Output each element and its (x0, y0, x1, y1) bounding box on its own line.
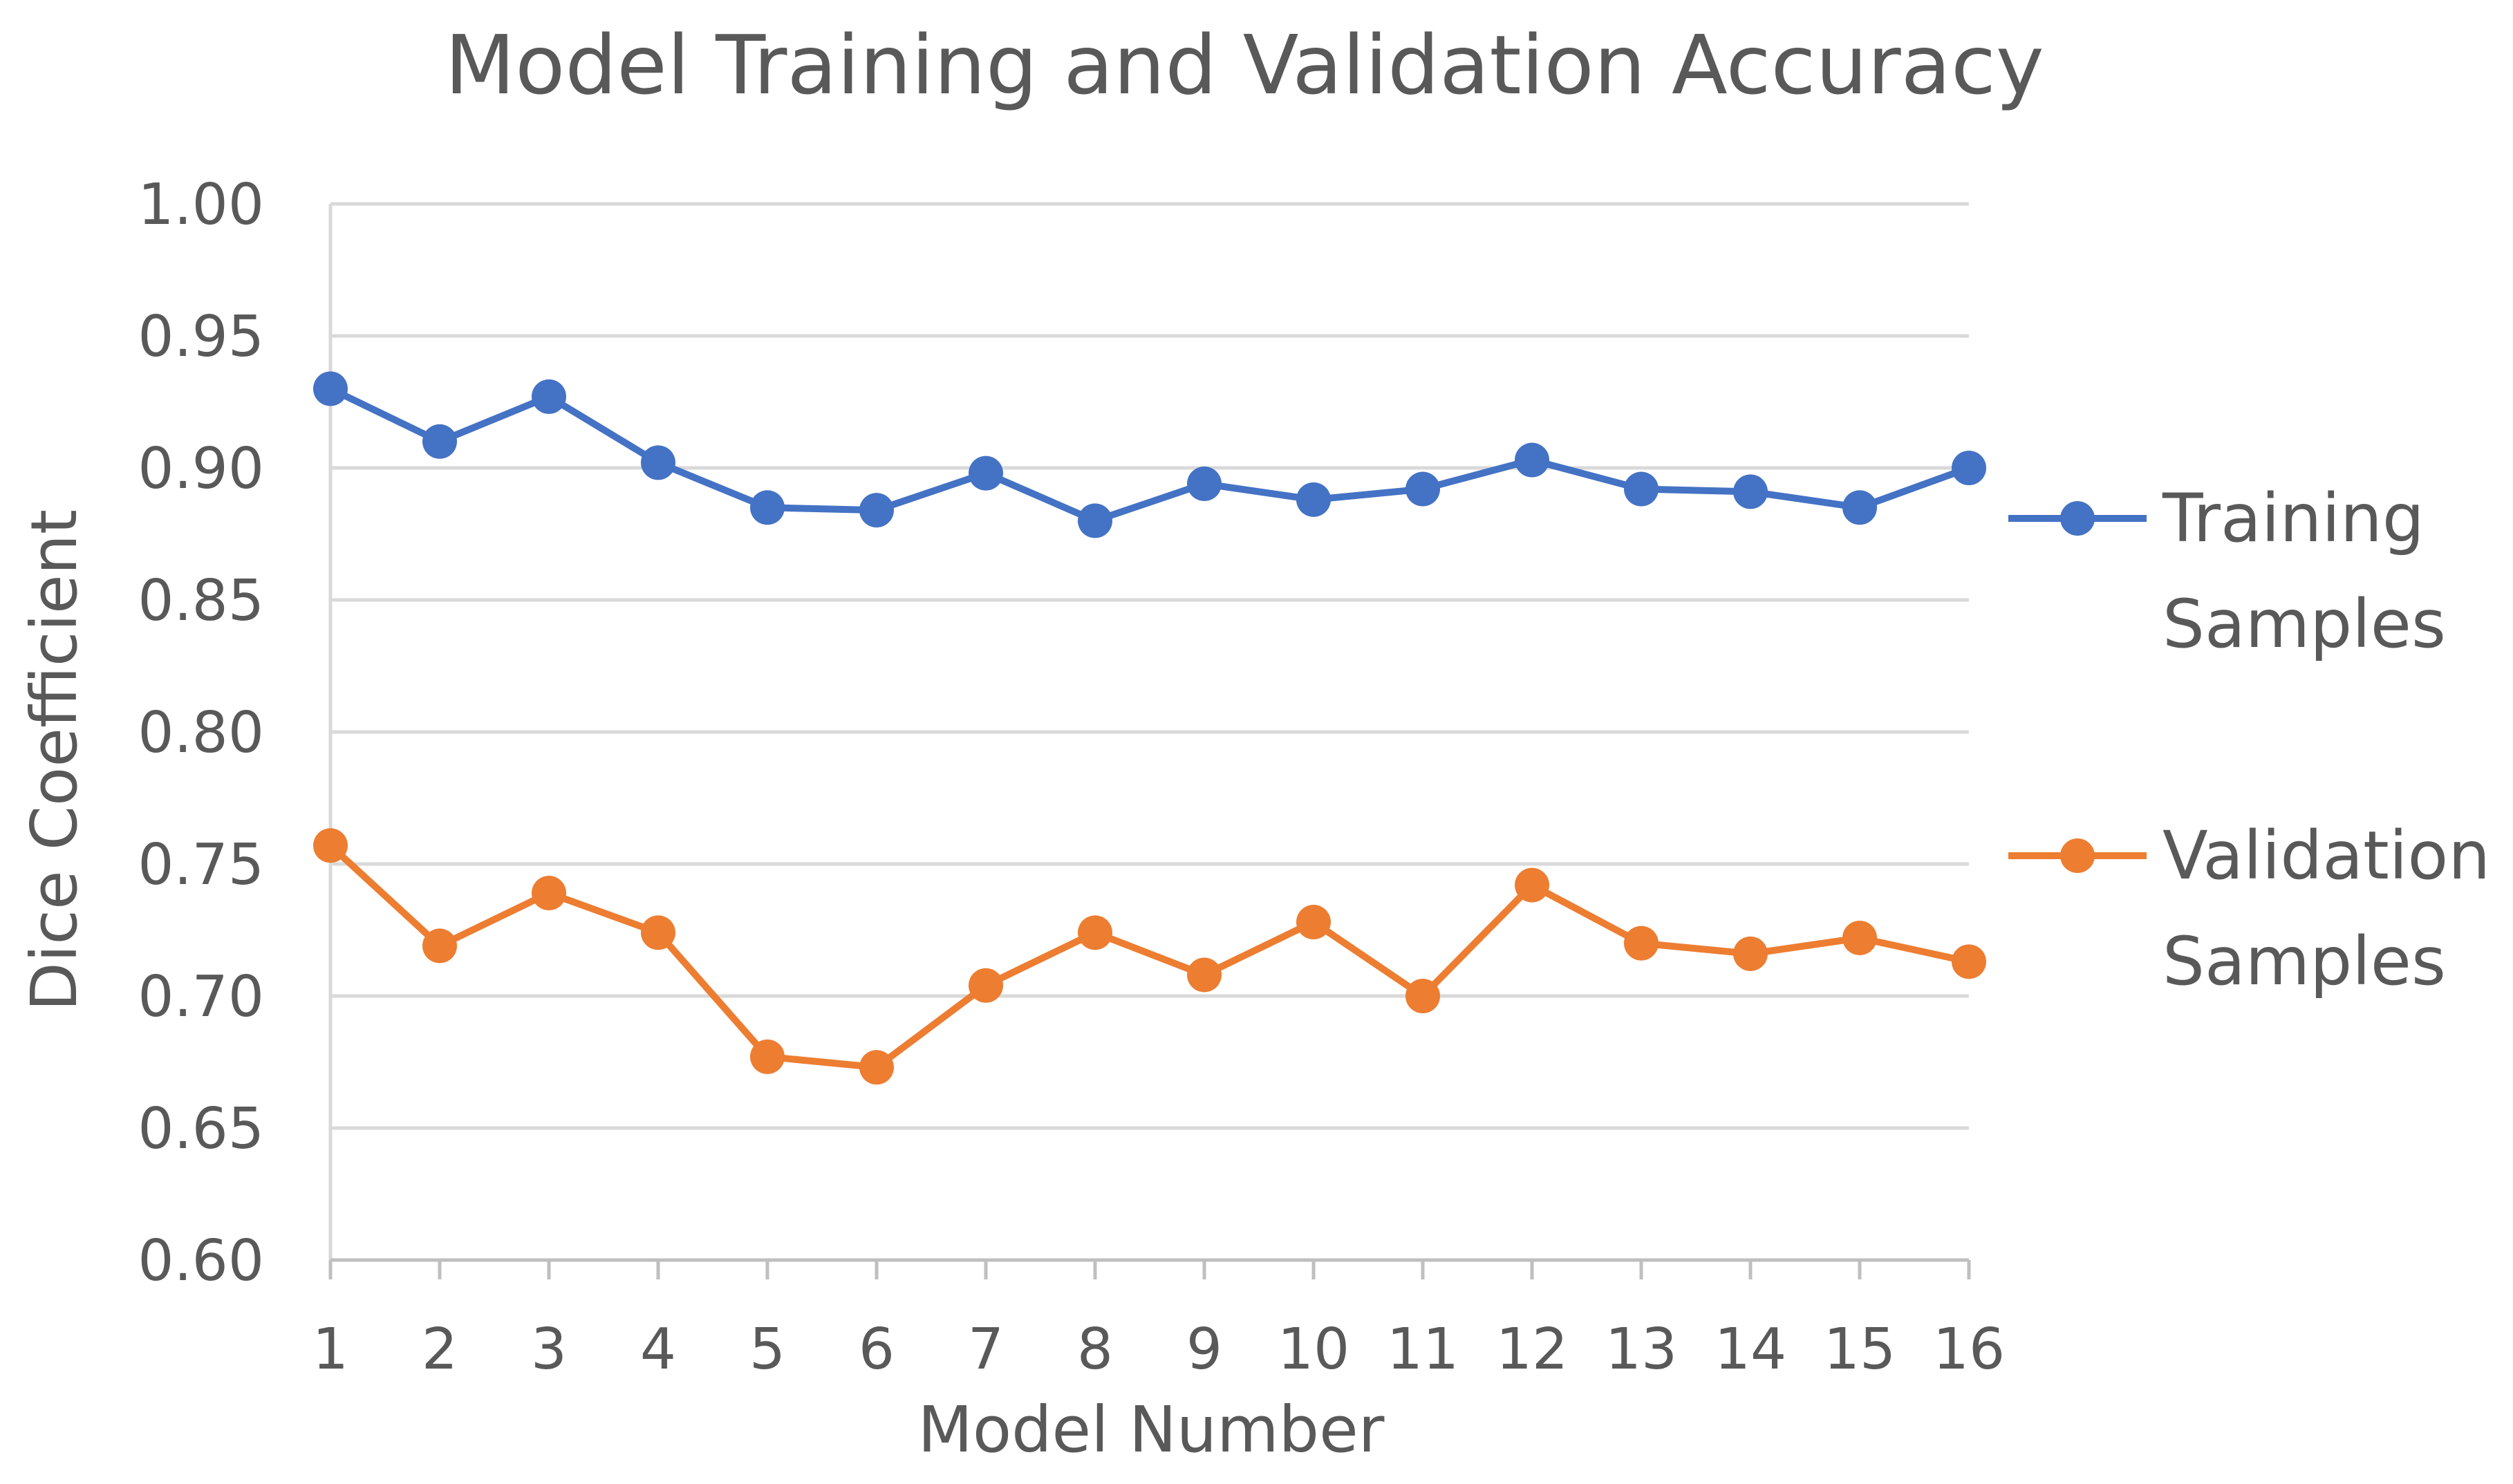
data-point (969, 455, 1003, 491)
chart-title: Model Training and Validation Accuracy (445, 17, 2044, 113)
data-point (1078, 503, 1112, 538)
x-tick-label: 8 (1077, 1317, 1113, 1382)
data-point (1405, 979, 1440, 1013)
legend: Training Samples Validation Samples (2008, 480, 2490, 1000)
series-line (328, 843, 1970, 1071)
y-tick-label: 0.90 (138, 436, 264, 502)
x-tick-label: 16 (1933, 1317, 2005, 1382)
data-point (313, 828, 348, 863)
x-axis-title: Model Number (917, 1393, 1384, 1467)
y-tick-label: 0.60 (138, 1228, 264, 1294)
legend-marker (2060, 838, 2095, 873)
x-axis-ticks: 1 2 3 4 5 6 7 8 9 10 11 12 13 14 15 16 (312, 1260, 2005, 1382)
data-point (641, 915, 675, 950)
data-point (1733, 474, 1768, 509)
data-point (1515, 867, 1549, 903)
x-tick-label: 2 (422, 1317, 458, 1382)
data-point (1842, 490, 1877, 525)
legend-item-validation: Validation Samples (2008, 817, 2490, 1000)
x-tick-label: 6 (859, 1317, 895, 1382)
data-point (532, 876, 566, 911)
y-tick-label: 0.80 (138, 700, 264, 766)
data-point (1296, 905, 1331, 940)
legend-label: Samples (2162, 585, 2446, 663)
y-tick-label: 0.65 (138, 1096, 264, 1162)
legend-label: Samples (2162, 923, 2446, 1000)
x-tick-label: 13 (1605, 1317, 1677, 1382)
data-point (1952, 944, 1986, 979)
legend-marker (2060, 501, 2095, 536)
data-point (969, 968, 1003, 1003)
data-point (1187, 466, 1222, 501)
x-tick-label: 5 (749, 1317, 785, 1382)
series-validation (313, 828, 1986, 1085)
x-tick-label: 11 (1387, 1317, 1459, 1382)
legend-item-training: Training Samples (2008, 480, 2446, 663)
data-point (1405, 471, 1440, 507)
data-point (313, 371, 348, 406)
series-layer (313, 371, 1986, 1085)
gridlines (330, 202, 1969, 1130)
series-line (328, 385, 1970, 525)
data-point (1952, 451, 1986, 485)
data-point (1078, 915, 1112, 950)
data-point (750, 490, 785, 525)
data-point (422, 928, 457, 964)
y-tick-label: 1.00 (138, 172, 264, 238)
x-tick-label: 7 (968, 1317, 1004, 1382)
data-point (1187, 957, 1222, 993)
y-tick-label: 0.75 (138, 832, 264, 898)
x-tick-label: 15 (1824, 1317, 1896, 1382)
x-tick-label: 9 (1186, 1317, 1222, 1382)
y-axis-ticks: 0.60 0.65 0.70 0.75 0.80 0.85 0.90 0.95 1.00 (138, 172, 264, 1294)
data-point (1842, 920, 1877, 955)
series-training (313, 371, 1986, 538)
data-point (1624, 926, 1659, 961)
x-tick-label: 4 (640, 1317, 676, 1382)
y-tick-label: 0.95 (138, 304, 264, 370)
data-point (750, 1039, 785, 1074)
data-point (532, 379, 566, 414)
y-axis-title: Dice Coefficient (17, 509, 91, 1011)
data-point (859, 493, 894, 528)
y-tick-label: 0.85 (138, 568, 264, 634)
x-tick-label: 14 (1715, 1317, 1786, 1382)
data-point (1733, 936, 1768, 971)
legend-label: Validation (2162, 817, 2490, 894)
x-tick-label: 1 (312, 1317, 348, 1382)
data-point (859, 1050, 894, 1085)
legend-label: Training (2162, 480, 2425, 557)
y-tick-label: 0.70 (138, 964, 264, 1030)
data-point (1624, 471, 1659, 507)
data-point (1515, 442, 1549, 478)
x-tick-label: 10 (1278, 1317, 1349, 1382)
data-point (422, 424, 457, 459)
data-point (641, 445, 675, 480)
data-point (1296, 482, 1331, 517)
x-tick-label: 12 (1496, 1317, 1568, 1382)
x-tick-label: 3 (531, 1317, 567, 1382)
